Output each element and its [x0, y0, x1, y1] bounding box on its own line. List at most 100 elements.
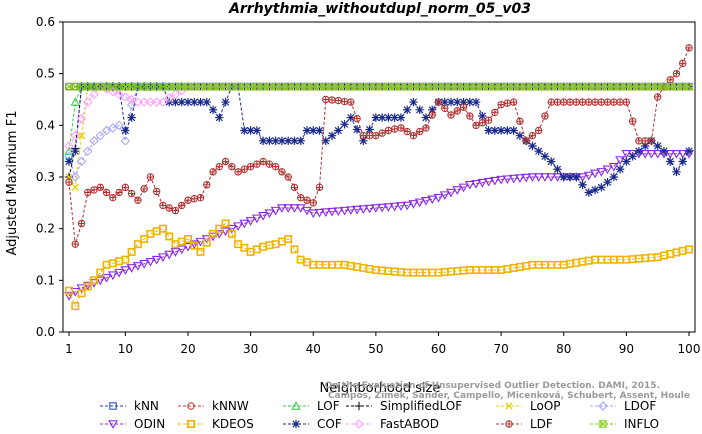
data-point: [402, 201, 413, 211]
data-point: [290, 136, 299, 146]
legend-swatch-marker: [354, 419, 364, 429]
data-point: [215, 113, 224, 122]
data-point: [70, 172, 80, 182]
data-point: [553, 165, 562, 174]
data-point: [578, 98, 587, 106]
data-point: [170, 89, 181, 100]
data-point: [259, 157, 267, 166]
data-point: [371, 113, 381, 122]
data-point: [114, 120, 124, 131]
data-point: [578, 180, 587, 189]
data-point: [540, 173, 550, 182]
data-point: [333, 207, 344, 217]
data-point: [334, 96, 342, 105]
data-point: [496, 126, 506, 135]
data-point: [314, 208, 325, 218]
data-point: [133, 97, 143, 107]
series-fastabod: [64, 81, 694, 151]
data-point: [84, 188, 92, 197]
data-point: [83, 282, 92, 291]
data-point: [276, 204, 287, 213]
data-point: [521, 173, 532, 183]
legend-item-fastabod: FastABOD: [346, 417, 439, 431]
data-point: [140, 185, 148, 193]
data-point: [458, 183, 469, 193]
data-point: [390, 113, 399, 122]
data-point: [489, 176, 500, 186]
data-point: [202, 97, 211, 107]
data-point: [553, 98, 562, 106]
x-tick-label: 40: [306, 342, 321, 356]
data-point: [628, 152, 637, 161]
data-point: [616, 98, 624, 106]
data-point: [90, 276, 99, 285]
data-point: [503, 99, 512, 107]
legend-swatch-marker: [187, 419, 196, 428]
data-point: [503, 126, 512, 135]
data-point: [478, 111, 487, 121]
data-point: [477, 178, 488, 188]
data-point: [101, 125, 112, 136]
data-point: [685, 44, 693, 52]
data-point: [402, 105, 412, 115]
data-point: [534, 126, 543, 135]
data-point: [659, 146, 669, 156]
legend-item-cof: COF: [283, 417, 342, 431]
data-point: [339, 206, 350, 216]
data-point: [490, 126, 500, 135]
data-point: [309, 126, 318, 135]
series-line-kdeos: [68, 222, 690, 308]
data-point: [603, 177, 612, 187]
data-point: [496, 175, 507, 185]
data-point: [528, 131, 537, 140]
data-point: [572, 172, 581, 182]
data-point: [251, 214, 262, 224]
data-point: [239, 219, 250, 229]
data-point: [478, 119, 487, 127]
data-point: [583, 171, 594, 181]
legend-label: kNN: [134, 399, 159, 413]
data-point: [101, 274, 112, 283]
legend-swatch-marker: [505, 402, 513, 410]
data-point: [652, 150, 663, 159]
data-point: [628, 117, 637, 125]
data-point: [121, 255, 130, 264]
data-point: [157, 253, 168, 262]
data-point: [183, 97, 193, 107]
data-point: [409, 97, 418, 107]
data-point: [534, 146, 543, 156]
data-point: [328, 96, 336, 104]
data-point: [516, 117, 524, 125]
data-point: [377, 203, 388, 213]
data-point: [284, 173, 292, 181]
data-point: [472, 121, 480, 130]
data-point: [584, 188, 593, 197]
data-point: [483, 177, 494, 187]
data-point: [77, 289, 86, 298]
data-point: [389, 202, 400, 212]
data-point: [427, 195, 438, 205]
data-point: [132, 262, 143, 271]
x-tick-label: 1: [65, 342, 73, 356]
data-point: [82, 281, 93, 291]
legend-swatch-marker: [291, 419, 301, 429]
data-point: [158, 224, 167, 233]
data-point: [184, 196, 192, 204]
y-tick-label: 0.4: [36, 118, 55, 132]
data-point: [453, 107, 461, 115]
data-point: [120, 92, 131, 102]
data-point: [70, 130, 80, 141]
data-point: [295, 204, 306, 213]
data-point: [164, 250, 175, 260]
data-point: [283, 136, 293, 146]
data-point: [666, 249, 675, 258]
data-point: [233, 222, 244, 231]
data-point: [176, 245, 187, 255]
data-point: [665, 150, 676, 159]
data-point: [541, 112, 549, 120]
data-point: [265, 136, 274, 146]
data-point: [622, 98, 631, 106]
data-point: [672, 167, 681, 177]
data-point: [77, 219, 86, 228]
data-point: [190, 195, 198, 203]
